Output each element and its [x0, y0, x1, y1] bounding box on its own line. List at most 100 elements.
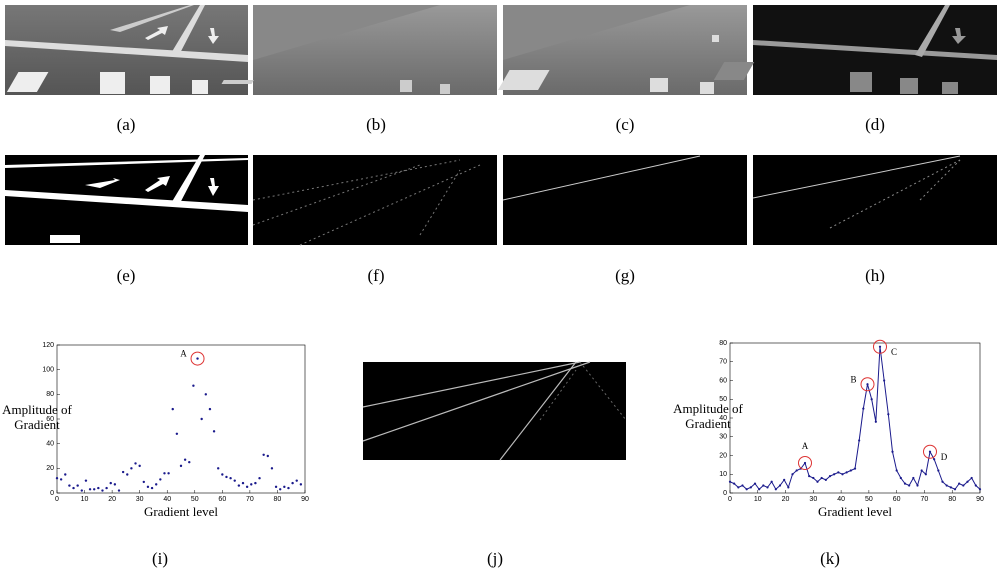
plot-frame [56, 344, 306, 494]
x-axis-label: Gradient level [818, 504, 892, 519]
marker [895, 469, 898, 472]
point [250, 483, 253, 486]
marker [820, 476, 823, 480]
point [175, 432, 179, 435]
image-a [5, 5, 248, 95]
point [262, 453, 265, 456]
marker [803, 461, 807, 465]
marker [837, 471, 840, 474]
point [233, 479, 236, 482]
x-tick-label: 70 [246, 496, 254, 503]
image-h [752, 155, 997, 245]
point [134, 462, 137, 465]
annotation-circle [798, 456, 812, 470]
image-c [498, 5, 747, 95]
x-tick-label: 60 [893, 496, 901, 503]
point [208, 407, 212, 411]
point [150, 486, 154, 490]
marker [795, 469, 798, 472]
point [109, 481, 112, 485]
point [64, 473, 67, 476]
point [237, 484, 241, 487]
point [130, 467, 133, 470]
marker [933, 458, 936, 461]
point [97, 486, 100, 490]
y-tick-label: 20 [719, 452, 727, 459]
point [270, 467, 274, 470]
annotation-label: B [850, 374, 856, 384]
point [105, 486, 108, 490]
point [155, 483, 158, 486]
x-tick-label: 40 [837, 496, 845, 503]
marker [887, 413, 890, 416]
point [299, 483, 303, 486]
point [117, 489, 121, 492]
marker [924, 473, 927, 476]
point [266, 454, 269, 458]
marker [733, 482, 736, 485]
marker [762, 484, 765, 487]
caption: (f) [368, 266, 385, 285]
point [72, 486, 75, 490]
point [159, 478, 162, 481]
marker [912, 476, 915, 480]
marker [962, 484, 965, 487]
image-b [221, 5, 497, 95]
x-tick-label: 10 [754, 496, 762, 503]
image-g [502, 155, 747, 245]
x-tick-label: 0 [728, 496, 732, 503]
image-j [362, 361, 627, 461]
marker [928, 450, 932, 453]
marker [816, 480, 819, 483]
marker [783, 478, 786, 481]
y-tick-label: 0 [50, 490, 54, 497]
marker [728, 480, 732, 483]
x-tick-label: 80 [274, 496, 282, 503]
marker [849, 469, 852, 472]
point [55, 477, 59, 480]
y-tick-label: 100 [42, 367, 54, 374]
point [68, 484, 71, 487]
marker [766, 486, 769, 489]
x-tick-label: 90 [301, 496, 309, 503]
x-tick-label: 90 [976, 496, 984, 503]
marker [916, 484, 919, 487]
y-axis-label: Gradient [14, 417, 60, 432]
image-d [713, 5, 997, 95]
point [295, 479, 298, 482]
point [212, 430, 216, 433]
caption: (j) [487, 549, 503, 568]
point [188, 460, 191, 464]
y-tick-label: 50 [719, 396, 727, 403]
y-tick-label: 70 [719, 359, 727, 366]
marker [949, 486, 952, 489]
y-tick-label: 60 [46, 416, 54, 423]
image-f [252, 155, 497, 246]
marker [866, 383, 869, 386]
marker [787, 486, 790, 489]
annotation-circle [860, 377, 875, 392]
point [274, 485, 278, 489]
marker [824, 478, 827, 481]
point [200, 417, 203, 421]
annotation-label: A [180, 349, 187, 359]
caption: (i) [152, 549, 168, 568]
point [121, 470, 125, 474]
point [254, 481, 257, 485]
x-tick-label: 60 [218, 496, 226, 503]
marker [920, 469, 923, 472]
marker [870, 398, 873, 401]
y-tick-label: 20 [46, 465, 54, 472]
point [192, 384, 195, 387]
marker [883, 379, 886, 382]
point [138, 464, 141, 468]
x-tick-label: 80 [948, 496, 956, 503]
marker [841, 473, 844, 476]
marker [891, 450, 894, 453]
x-tick-label: 30 [809, 496, 817, 503]
caption: (d) [865, 115, 885, 134]
point [142, 480, 145, 484]
y-tick-label: 80 [46, 391, 54, 398]
point [179, 464, 183, 468]
point [59, 478, 63, 481]
